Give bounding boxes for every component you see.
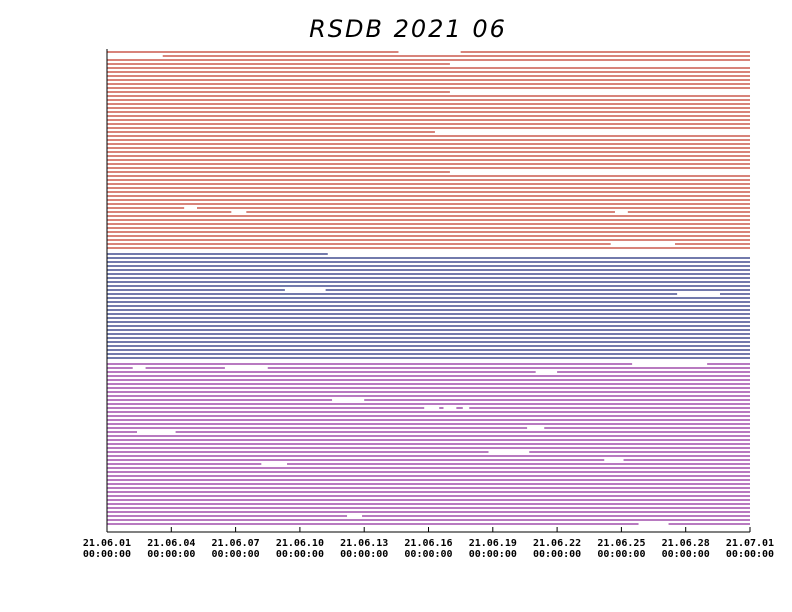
x-tick-label: 21.07.01 — [726, 538, 774, 549]
x-tick-time: 00:00:00 — [533, 549, 581, 560]
x-tick-label: 21.06.13 — [340, 538, 388, 549]
x-tick-label: 21.06.01 — [83, 538, 131, 549]
x-tick-label: 21.06.28 — [662, 538, 710, 549]
x-tick-time: 00:00:00 — [276, 549, 324, 560]
x-tick-time: 00:00:00 — [597, 549, 645, 560]
x-tick-label: 21.06.19 — [469, 538, 517, 549]
x-tick-label: 21.06.10 — [276, 538, 324, 549]
x-tick-label: 21.06.16 — [404, 538, 452, 549]
x-tick-label: 21.06.04 — [147, 538, 195, 549]
x-tick-time: 00:00:00 — [662, 549, 710, 560]
x-tick-time: 00:00:00 — [147, 549, 195, 560]
x-tick-time: 00:00:00 — [469, 549, 517, 560]
x-tick-label: 21.06.07 — [212, 538, 260, 549]
x-tick-label: 21.06.22 — [533, 538, 581, 549]
x-tick-time: 00:00:00 — [404, 549, 452, 560]
x-tick-time: 00:00:00 — [340, 549, 388, 560]
x-tick-time: 00:00:00 — [83, 549, 131, 560]
chart-title: RSDB 2021 06 — [309, 15, 507, 43]
x-tick-time: 00:00:00 — [726, 549, 774, 560]
x-tick-time: 00:00:00 — [212, 549, 260, 560]
x-tick-label: 21.06.25 — [597, 538, 645, 549]
